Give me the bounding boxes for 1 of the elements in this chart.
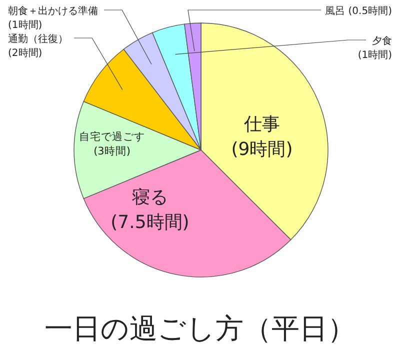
title: 一日の過ごし方（平日）	[44, 312, 356, 345]
